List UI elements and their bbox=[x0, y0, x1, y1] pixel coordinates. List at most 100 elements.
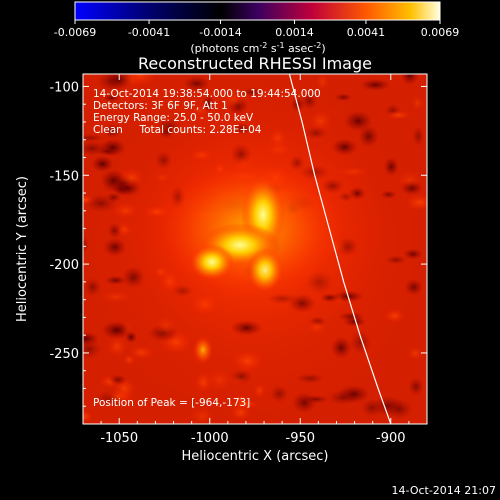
heatmap-bright-blob bbox=[100, 290, 132, 303]
heatmap-bright-blob bbox=[385, 110, 411, 120]
heatmap-bright-blob bbox=[234, 394, 248, 403]
heatmap-bright-blob bbox=[396, 170, 423, 190]
heatmap-dark-blob bbox=[83, 339, 102, 360]
heatmap-dark-blob bbox=[103, 123, 121, 139]
heatmap-dark-blob bbox=[386, 399, 413, 420]
heatmap-bright-blob bbox=[104, 389, 133, 404]
heatmap-dark-blob bbox=[338, 311, 365, 322]
heatmap-dark-blob bbox=[380, 190, 397, 200]
heatmap-dark-blob bbox=[106, 192, 122, 203]
heatmap-dark-blob bbox=[230, 369, 253, 385]
heatmap-bright-blob bbox=[155, 316, 176, 338]
heatmap-bright-blob bbox=[253, 383, 266, 399]
heatmap-dark-blob bbox=[91, 155, 114, 173]
heatmap-bright-blob bbox=[194, 371, 212, 393]
heatmap-dark-blob bbox=[349, 330, 372, 355]
colorbar-ticks: -0.0069 -0.0041 -0.0014 0.0014 0.0041 0.0069 bbox=[54, 20, 459, 39]
heatmap-dark-blob bbox=[103, 237, 127, 257]
heatmap-dark-blob bbox=[270, 384, 289, 403]
heatmap-dark-blob bbox=[104, 275, 127, 285]
y-tick-label: -200 bbox=[49, 258, 79, 273]
heatmap-bright-blob bbox=[404, 194, 427, 211]
heatmap-dark-blob bbox=[334, 93, 353, 102]
heatmap-dark-blob bbox=[105, 74, 133, 90]
chart-title: Reconstructed RHESSI Image bbox=[138, 54, 372, 73]
heatmap-dark-blob bbox=[385, 255, 407, 265]
colorbar-gradient bbox=[74, 1, 441, 21]
heatmap-dark-blob bbox=[83, 235, 89, 254]
heatmap-dark-blob bbox=[96, 147, 119, 156]
solar-limb-line bbox=[288, 74, 392, 424]
heatmap-dark-blob bbox=[156, 118, 182, 135]
heatmap-dark-blob bbox=[102, 93, 121, 103]
y-tick-label: -150 bbox=[49, 169, 79, 184]
heatmap-dark-blob bbox=[107, 222, 122, 239]
heatmap-dark-blob bbox=[408, 377, 424, 397]
info-clean-counts: Clean Total counts: 2.28E+04 bbox=[93, 124, 262, 136]
heatmap-dark-blob bbox=[358, 125, 379, 148]
heatmap-dark-blob bbox=[361, 398, 384, 417]
heatmap-dark-blob bbox=[300, 91, 318, 111]
heatmap-dark-blob bbox=[383, 156, 399, 177]
colorbar-unit-label: (photons cm-2 s-1 asec-2) bbox=[190, 41, 325, 55]
heatmap-dark-blob bbox=[108, 374, 128, 386]
colorbar-tick-label: -0.0041 bbox=[128, 26, 170, 39]
heatmap-dark-blob bbox=[404, 278, 424, 296]
heatmap-dark-blob bbox=[242, 87, 264, 97]
colorbar-tick-label: -0.0014 bbox=[199, 26, 241, 39]
footer-timestamp: 14-Oct-2014 21:07 bbox=[392, 484, 496, 497]
heatmap-bright-blob bbox=[206, 368, 233, 392]
heatmap-dark-blob bbox=[330, 336, 352, 359]
x-tick-label: -950 bbox=[286, 431, 316, 446]
y-axis-label: Heliocentric Y (arcsec) bbox=[15, 176, 30, 322]
y-tick-label: -250 bbox=[49, 347, 79, 362]
info-time-range: 14-Oct-2014 19:38:54.000 to 19:44:54.000 bbox=[93, 88, 321, 100]
peak-position-label: Position of Peak = [-964,-173] bbox=[93, 397, 250, 409]
colorbar-tick-label: 0.0041 bbox=[347, 26, 386, 39]
colorbar-tick-label: 0.0014 bbox=[275, 26, 314, 39]
heatmap-dark-blob bbox=[101, 321, 132, 340]
info-detectors: Detectors: 3F 6F 9F, Att 1 bbox=[93, 100, 228, 112]
x-tick-label: -900 bbox=[376, 431, 406, 446]
heatmap-bright-blob bbox=[129, 345, 154, 360]
heatmap-dark-blob bbox=[84, 277, 102, 297]
info-energy-range: Energy Range: 25.0 - 50.0 keV bbox=[93, 112, 254, 124]
heatmap-bright-blob bbox=[107, 336, 128, 358]
heatmap-dark-blob bbox=[403, 248, 423, 260]
colorbar: -0.0069 -0.0041 -0.0014 0.0014 0.0041 0.0069 … bbox=[54, 1, 459, 55]
x-axis: -1050 -1000 -950 -900 bbox=[100, 74, 428, 446]
heatmap-bright-blob bbox=[410, 95, 425, 111]
heatmap-image bbox=[83, 74, 427, 424]
colorbar-tick-label: 0.0069 bbox=[421, 26, 460, 39]
heatmap-bright-blob bbox=[407, 347, 424, 360]
heatmap-bright-blob bbox=[190, 407, 215, 424]
colorbar-tick-label: -0.0069 bbox=[54, 26, 96, 39]
heatmap-dark-blob bbox=[412, 125, 425, 147]
info-block: 14-Oct-2014 19:38:54.000 to 19:44:54.000… bbox=[93, 88, 321, 136]
heatmap-bright-blob bbox=[123, 354, 135, 366]
plot-frame bbox=[82, 73, 428, 425]
heatmap-dark-blob bbox=[292, 392, 317, 414]
heatmap-dark-blob bbox=[295, 373, 325, 384]
x-tick-label: -1000 bbox=[191, 431, 229, 446]
y-axis: -100 -150 -200 -250 bbox=[49, 80, 427, 407]
heatmap-dark-blob bbox=[327, 390, 357, 406]
heatmap-dark-blob bbox=[183, 76, 211, 92]
heatmap-bright-blob bbox=[222, 91, 246, 110]
heatmap-dark-blob bbox=[343, 110, 373, 132]
heatmap-bright-blob bbox=[316, 74, 329, 91]
heatmap-dark-blob bbox=[202, 94, 215, 113]
heatmap-bright-blob bbox=[230, 404, 251, 421]
heatmap-bright-blob bbox=[83, 410, 93, 423]
heatmap-bright-blob bbox=[232, 350, 263, 372]
x-tick-label: -1050 bbox=[100, 431, 138, 446]
heatmap-dark-blob bbox=[400, 74, 419, 86]
heatmap-dark-blob bbox=[124, 331, 138, 344]
heatmap-dark-blob bbox=[359, 78, 391, 91]
heatmap-bright-blob bbox=[309, 110, 332, 132]
heatmap-bright-blob bbox=[384, 308, 405, 323]
x-axis-label: Heliocentric X (arcsec) bbox=[182, 449, 329, 464]
heatmap-dark-blob bbox=[83, 133, 106, 142]
y-tick-label: -100 bbox=[49, 80, 79, 95]
